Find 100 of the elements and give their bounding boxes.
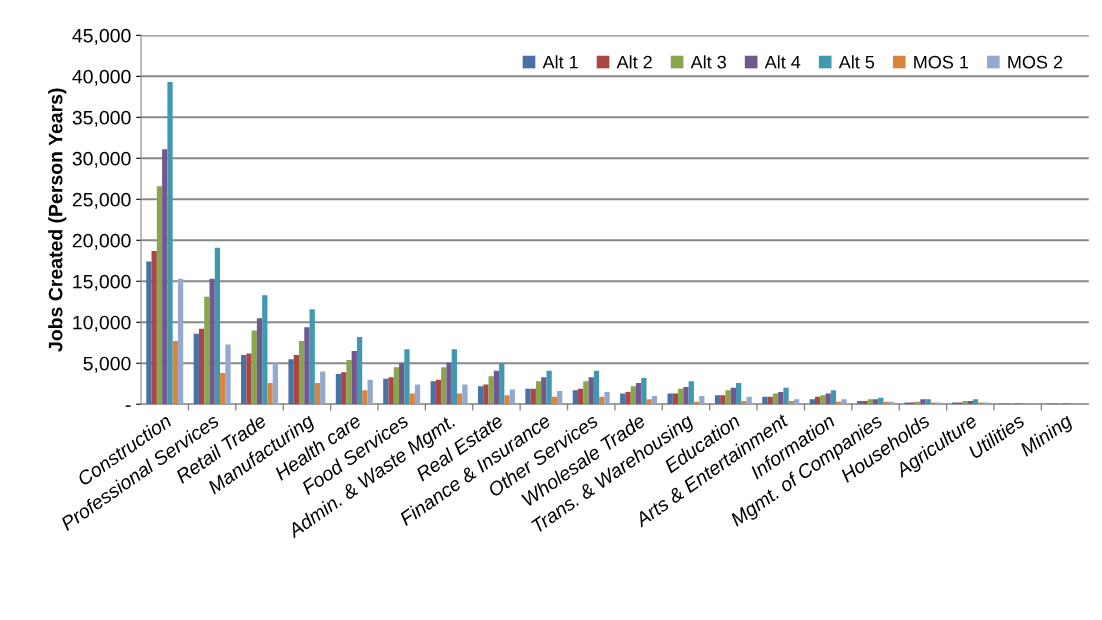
bar	[625, 391, 631, 405]
bar	[546, 370, 552, 405]
bar	[267, 382, 273, 405]
y-tick-label: 25,000	[72, 192, 131, 209]
bar	[635, 382, 642, 405]
bar	[162, 149, 168, 405]
bar	[725, 390, 731, 405]
bar	[293, 355, 299, 405]
bar	[588, 377, 594, 405]
bar	[699, 396, 705, 405]
bar	[688, 381, 694, 405]
bar	[599, 396, 605, 405]
bar	[741, 400, 747, 405]
bar	[393, 367, 400, 405]
bar	[557, 391, 563, 405]
y-tick-label: 20,000	[72, 233, 131, 250]
bar	[872, 399, 879, 405]
bar	[477, 386, 484, 405]
bar	[298, 341, 305, 405]
legend-label: Alt 2	[616, 55, 652, 69]
bar	[820, 395, 826, 405]
bar	[651, 396, 658, 405]
bar	[646, 399, 652, 405]
bar	[483, 384, 489, 405]
bar	[314, 382, 321, 405]
bar	[830, 390, 837, 405]
bar	[388, 377, 394, 405]
bar	[362, 390, 368, 405]
bar	[488, 376, 494, 405]
legend-label: Alt 4	[764, 55, 801, 69]
bar	[867, 399, 873, 405]
bar	[541, 377, 547, 405]
bar	[367, 379, 373, 405]
bar	[972, 399, 979, 405]
y-tick-label: 45,000	[72, 28, 131, 45]
y-tick-label: -	[125, 405, 131, 407]
bar	[151, 250, 157, 405]
bar	[451, 349, 457, 405]
bar	[441, 367, 447, 405]
bar	[272, 363, 278, 405]
bar	[335, 373, 342, 405]
bar	[583, 381, 589, 405]
bar	[262, 295, 268, 405]
bar	[351, 350, 357, 405]
bar	[678, 388, 684, 405]
bar	[925, 399, 931, 405]
bar	[683, 387, 689, 405]
legend-label: Alt 5	[838, 55, 875, 69]
bar	[404, 349, 410, 405]
bar	[309, 309, 315, 405]
bar	[493, 370, 500, 405]
y-tick-label: 40,000	[72, 69, 131, 86]
bar	[414, 384, 421, 405]
bar	[256, 318, 263, 405]
bar	[177, 278, 184, 405]
bar	[435, 379, 442, 405]
bar	[462, 384, 468, 405]
bar	[714, 395, 721, 405]
bar	[225, 344, 231, 405]
bar	[809, 399, 815, 405]
bar	[641, 378, 647, 405]
bar	[399, 363, 405, 405]
bar	[209, 278, 215, 405]
bar	[920, 399, 926, 405]
bar	[172, 341, 178, 405]
bar	[246, 353, 252, 405]
bar	[736, 382, 742, 405]
bar	[730, 387, 737, 405]
bar	[578, 388, 584, 405]
bar	[883, 401, 889, 405]
bar	[198, 328, 205, 405]
y-tick-label: 10,000	[73, 315, 131, 332]
bar	[251, 330, 257, 405]
bar	[383, 378, 389, 405]
y-tick-label: 5,000	[83, 356, 131, 373]
bar	[156, 186, 163, 405]
bar	[193, 333, 199, 405]
bar	[535, 381, 542, 405]
bar	[220, 373, 226, 405]
bar	[430, 381, 436, 405]
y-tick-label: 30,000	[72, 151, 131, 168]
bar	[767, 396, 773, 405]
bar	[356, 337, 363, 405]
bar	[604, 391, 610, 405]
legend-label: MOS 2	[1008, 55, 1063, 69]
bar	[746, 396, 752, 405]
bar	[793, 399, 800, 405]
bar	[320, 371, 326, 405]
bar	[499, 363, 505, 405]
bar	[720, 395, 726, 405]
bar	[341, 372, 347, 405]
bar	[630, 386, 636, 405]
bar	[762, 396, 768, 405]
bar	[593, 370, 600, 405]
bar	[783, 387, 789, 405]
legend-label: Alt 1	[542, 55, 578, 69]
bar	[346, 359, 352, 405]
bar	[288, 359, 294, 405]
bar	[962, 400, 968, 405]
legend-label: MOS 1	[914, 55, 969, 69]
